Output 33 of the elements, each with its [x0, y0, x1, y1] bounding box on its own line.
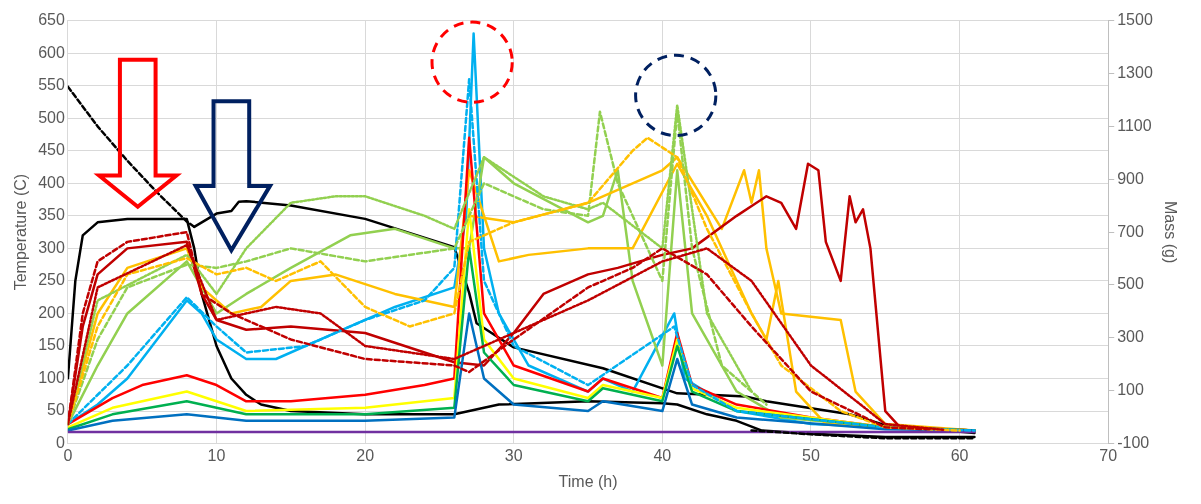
x-tick-label: 30	[504, 446, 523, 464]
y2-tick-label: 1100	[1117, 116, 1152, 134]
y-tick-label: 400	[38, 173, 65, 191]
x-tick-label: 20	[356, 446, 375, 464]
y2-tick-label: 100	[1117, 381, 1144, 399]
x-tick-label: 10	[207, 446, 226, 464]
y-tick-label: 500	[38, 108, 65, 126]
y2-tick-label: -100	[1117, 434, 1150, 452]
x-tick-label: 60	[950, 446, 969, 464]
y2-tick-label: 700	[1117, 222, 1144, 240]
y-tick-label: 100	[38, 368, 65, 386]
y-tick-label: 350	[38, 206, 65, 224]
y-tick-label: 600	[38, 43, 65, 61]
y-tick-label: 200	[38, 303, 65, 321]
y2-tick-label: 1300	[1117, 63, 1153, 81]
x-tick-label: 50	[802, 446, 820, 464]
y-tick-label: 650	[38, 11, 65, 29]
y-tick-label: 550	[38, 76, 65, 94]
y2-tick-label: 1500	[1117, 11, 1153, 29]
y2-axis-title: Mass (g)	[1161, 200, 1179, 264]
y2-tick-label: 300	[1117, 328, 1144, 346]
y2-tick-label: 900	[1117, 169, 1144, 187]
y-tick-label: 150	[38, 336, 65, 354]
x-tick-label: 40	[653, 446, 672, 464]
y-tick-label: 450	[38, 141, 65, 159]
y-tick-label: 0	[55, 434, 65, 452]
y-tick-label: 300	[38, 238, 65, 256]
y-axis-title: Temperature (C)	[12, 173, 30, 291]
x-axis-title: Time (h)	[558, 472, 618, 490]
y2-tick-label: 500	[1117, 275, 1144, 293]
y-tick-label: 250	[38, 271, 65, 289]
y-tick-label: 50	[47, 401, 65, 419]
x-tick-label: 70	[1099, 446, 1118, 464]
